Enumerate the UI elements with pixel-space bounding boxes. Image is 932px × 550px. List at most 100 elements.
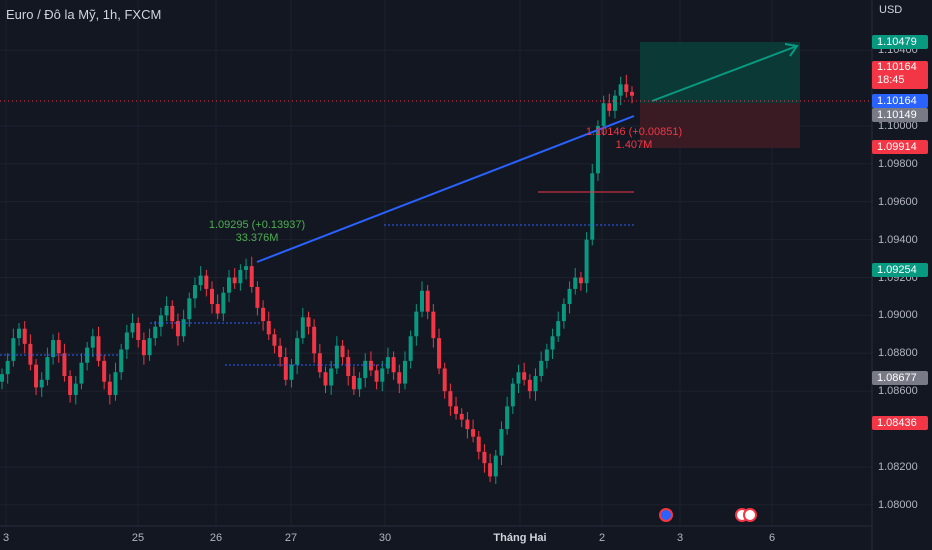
bottom-mark-tag: 1.08436: [872, 416, 928, 430]
candle-body: [510, 383, 515, 407]
candle-body: [62, 353, 67, 377]
price-axis-label: 1.08000: [878, 498, 918, 511]
candle-body: [368, 360, 373, 371]
eu-flag-icon[interactable]: [659, 508, 673, 522]
candle-body: [272, 334, 277, 346]
candle-body: [527, 379, 532, 392]
trend-end-price: 1.10146 (+0.00851): [585, 126, 683, 138]
candle-body: [482, 451, 487, 464]
candle-body: [130, 322, 135, 333]
candle-body: [454, 406, 459, 414]
candle-body: [266, 321, 271, 335]
candle-body: [618, 84, 623, 96]
low-mark-tag: 1.09254: [872, 263, 928, 277]
price-axis-label: 1.08800: [878, 347, 918, 360]
candle-body: [607, 103, 612, 111]
candle-body: [158, 315, 163, 327]
candle-body: [283, 357, 288, 380]
price-axis-label: 1.08200: [878, 460, 918, 473]
price-axis-label: 1.10000: [878, 119, 918, 132]
candle-body: [465, 419, 470, 430]
candle-body: [448, 391, 453, 407]
candle-body: [28, 343, 33, 365]
trend-start-annotation: 1.09295 (+0.13937) 33.376M: [209, 219, 305, 245]
trend-end-annotation: 1.10146 (+0.00851) 1.407M: [586, 126, 682, 152]
candle-body: [227, 277, 232, 293]
candle-body: [164, 305, 169, 316]
candle-body: [90, 336, 95, 348]
time-axis-label: 25: [131, 532, 145, 544]
time-axis-label: 30: [378, 532, 392, 544]
us-flag-icon[interactable]: [743, 508, 757, 522]
candle-body: [210, 288, 214, 305]
candle-body: [5, 360, 10, 375]
candle-body: [408, 336, 413, 361]
candle-body: [516, 372, 521, 384]
candle-body: [595, 125, 600, 174]
candle-body: [329, 368, 334, 386]
candle-body: [346, 357, 351, 377]
target-arrow: [651, 45, 798, 102]
candle-body: [578, 277, 583, 284]
candle-body: [85, 347, 90, 363]
countdown-timer: 18:45: [877, 74, 905, 86]
candle-body: [119, 349, 124, 373]
candle-body: [402, 360, 407, 384]
candle-body: [340, 345, 345, 358]
candle-body: [289, 364, 294, 380]
candle-body: [39, 379, 44, 388]
time-axis-label: Tháng Hai: [493, 532, 547, 544]
candle-body: [312, 326, 317, 354]
candle-body: [584, 239, 589, 284]
candle-body: [278, 345, 283, 358]
candle-body: [141, 340, 146, 356]
candle-body: [431, 311, 436, 339]
candle-body: [255, 286, 260, 308]
candle-body: [244, 266, 249, 270]
candle-body: [397, 372, 402, 384]
candle-body: [96, 336, 101, 361]
candle-body: [238, 269, 243, 284]
price-axis-label: 1.09800: [878, 157, 918, 170]
candle-body: [374, 370, 379, 382]
candles: [0, 74, 634, 485]
candle-body: [68, 376, 73, 395]
candle-body: [533, 376, 538, 392]
candle-body: [113, 372, 118, 395]
target-price-tag: 1.10479: [872, 35, 928, 49]
candle-body: [232, 277, 237, 284]
candle-body: [215, 304, 220, 314]
candle-body: [385, 357, 390, 369]
candle-body: [170, 305, 175, 322]
candle-body: [34, 364, 39, 388]
time-axis-label: 2: [598, 532, 606, 544]
candle-body: [107, 381, 112, 395]
candle-body: [437, 338, 442, 369]
candle-body: [45, 357, 50, 380]
price-axis-label: 1.09000: [878, 309, 918, 322]
candle-body: [561, 304, 566, 322]
candle-body: [136, 322, 141, 341]
price-axis-label: 1.08600: [878, 385, 918, 398]
bid-price-tag: 1.10164: [872, 94, 928, 108]
candle-body: [573, 277, 578, 289]
profit-zone: [640, 42, 800, 103]
candle-body: [175, 321, 180, 337]
candle-body: [567, 288, 572, 305]
candle-body: [22, 328, 27, 344]
candle-body: [147, 338, 152, 356]
chart-title[interactable]: Euro / Đô la Mỹ, 1h, FXCM: [6, 7, 162, 22]
candle-body: [550, 336, 555, 350]
time-axis-label: 27: [284, 532, 298, 544]
candle-body: [522, 372, 527, 380]
trend-start-volume: 33.376M: [235, 232, 279, 244]
loss-zone: [640, 103, 800, 148]
currency-label[interactable]: USD: [879, 4, 903, 16]
candle-body: [73, 383, 78, 395]
candle-body: [630, 91, 634, 96]
candle-body: [11, 338, 16, 361]
last-price-value: 1.10164: [877, 61, 917, 73]
time-axis-label: 6: [768, 532, 776, 544]
trend-start-price: 1.09295 (+0.13937): [208, 219, 306, 231]
